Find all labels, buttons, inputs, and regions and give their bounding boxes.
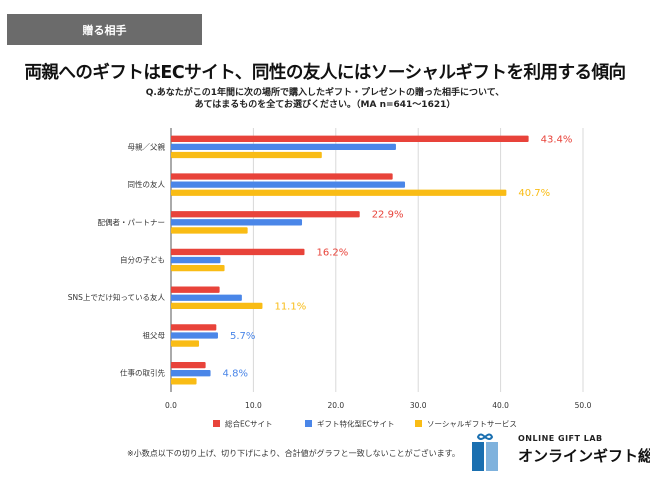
bar-social-gift <box>171 189 507 196</box>
x-tick-label: 20.0 <box>327 401 344 410</box>
bar-gift-ec <box>171 143 396 151</box>
category-label: 母親／父親 <box>128 141 166 151</box>
bar-gift-ec <box>171 332 218 339</box>
data-label: 16.2% <box>316 247 348 258</box>
section-tag: 贈る相手 <box>7 14 202 45</box>
logo: ONLINE GIFT LAB オンラインギフト総研 <box>452 430 650 471</box>
x-tick-label: 0.0 <box>165 401 177 410</box>
bar-gift-ec <box>171 256 221 264</box>
category-label: 自分の子ども <box>120 255 165 265</box>
x-tick-label: 10.0 <box>245 401 262 410</box>
bar-general-ec <box>171 173 393 180</box>
category-label: 祖父母 <box>143 330 166 340</box>
bar-social-gift <box>171 302 263 310</box>
data-label: 40.7% <box>518 188 550 199</box>
legend-swatch <box>415 420 422 427</box>
legend-label: ギフト特化型ECサイト <box>317 419 394 429</box>
category-label: 同性の友人 <box>128 179 166 189</box>
question-line-1: Q.あなたがこの1年間に次の場所で購入したギフト・プレゼントの贈った相手について… <box>145 88 505 98</box>
bar-social-gift <box>171 378 197 385</box>
footnote: ※小数点以下の切り上げ、切り下げにより、合計値がグラフと一致しないことがございま… <box>127 449 460 458</box>
category-label: SNS上でだけ知っている友人 <box>68 292 166 302</box>
bar-gift-ec <box>171 181 406 188</box>
bar-gift-ec <box>171 219 303 226</box>
bar-general-ec <box>171 286 220 293</box>
data-label: 11.1% <box>274 301 306 312</box>
bar-general-ec <box>171 324 217 331</box>
x-tick-label: 50.0 <box>575 401 592 410</box>
bar-social-gift <box>171 340 200 347</box>
bar-general-ec <box>171 248 305 256</box>
bar-gift-ec <box>171 370 211 377</box>
data-label: 43.4% <box>541 134 573 145</box>
logo-text-jp: オンラインギフト総研 <box>518 447 650 465</box>
category-label: 配偶者・パートナー <box>98 217 166 227</box>
bar-general-ec <box>171 211 360 218</box>
bar-social-gift <box>171 151 322 159</box>
bar-general-ec <box>171 135 529 142</box>
page-title: 両親へのギフトはECサイト、同性の友人にはソーシャルギフトを利用する傾向 <box>24 63 626 83</box>
x-tick-label: 30.0 <box>410 401 427 410</box>
category-label: 仕事の取引先 <box>120 368 165 378</box>
legend-label: 総合ECサイト <box>225 419 272 429</box>
question-line-2: あてはまるものを全てお選びください。（MA n=641〜1621） <box>194 100 456 110</box>
bar-chart: 0.0 10.0 20.0 30.0 40.0 50.0 母親／父親同性の友人配偶者・パート… <box>68 128 592 429</box>
legend-label: ソーシャルギフトサービス <box>427 420 517 429</box>
gift-box-icon <box>472 433 498 471</box>
bar-social-gift <box>171 265 225 272</box>
data-label: 4.8% <box>223 369 248 380</box>
data-label: 5.7% <box>230 331 255 342</box>
bar-gift-ec <box>171 294 242 301</box>
data-label: 22.9% <box>372 210 404 221</box>
bar-social-gift <box>171 227 248 234</box>
legend-swatch <box>305 420 312 427</box>
x-tick-label: 40.0 <box>492 401 509 410</box>
bar-general-ec <box>171 361 206 369</box>
legend-swatch <box>213 420 220 427</box>
logo-text-en: ONLINE GIFT LAB <box>518 434 603 443</box>
